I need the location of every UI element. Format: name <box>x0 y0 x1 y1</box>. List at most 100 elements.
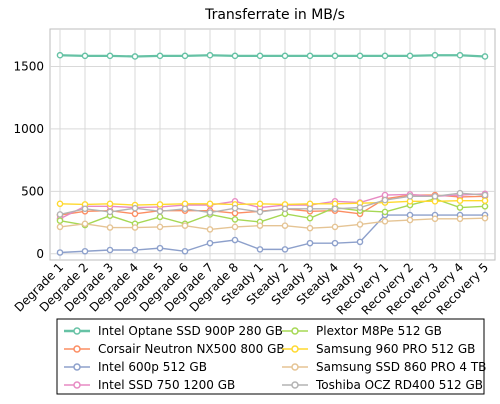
data-point <box>481 203 489 210</box>
legend-swatch-marker <box>291 327 299 335</box>
data-point <box>81 52 89 60</box>
data-point <box>131 224 139 231</box>
data-point <box>281 52 289 60</box>
chart-title: Transferrate in MB/s <box>204 7 345 23</box>
data-point <box>356 204 364 211</box>
series-line <box>59 54 486 58</box>
data-point <box>456 51 464 59</box>
data-point <box>481 197 489 204</box>
legend-swatch-marker <box>291 381 299 389</box>
data-point <box>456 204 464 211</box>
data-point <box>181 52 189 60</box>
data-point <box>156 201 164 208</box>
data-point <box>481 53 489 60</box>
series-7 <box>56 214 489 233</box>
data-point <box>131 53 139 60</box>
legend-item: Samsung 960 PRO 512 GB <box>282 342 475 356</box>
legend-item: Intel 600p 512 GB <box>64 360 207 374</box>
data-point <box>106 200 114 208</box>
legend-label: Plextor M8Pe 512 GB <box>316 324 442 338</box>
legend-item: Intel SSD 750 1200 GB <box>64 378 235 392</box>
data-point <box>281 222 289 229</box>
data-point <box>206 209 214 216</box>
data-point <box>381 217 389 225</box>
legend-label: Intel SSD 750 1200 GB <box>98 378 235 392</box>
data-point <box>381 208 389 216</box>
data-point <box>306 214 314 222</box>
data-point <box>56 249 64 256</box>
legend-swatch-marker <box>291 345 299 353</box>
data-point <box>231 204 239 212</box>
series-line <box>59 198 486 226</box>
data-point <box>81 247 89 255</box>
data-point <box>131 210 139 218</box>
data-point <box>206 239 214 247</box>
y-tick-label: 0 <box>36 247 44 261</box>
series-lines <box>56 51 489 256</box>
data-point <box>331 223 339 231</box>
legend-item: Corsair Neutron NX500 800 GB <box>64 342 285 356</box>
data-point <box>56 200 64 208</box>
data-point <box>481 191 489 199</box>
data-point <box>131 204 139 212</box>
data-point <box>231 52 239 60</box>
legend-swatch-marker <box>291 363 299 371</box>
legend-label: Samsung 960 PRO 512 GB <box>316 342 475 356</box>
legend-item: Plextor M8Pe 512 GB <box>282 324 442 338</box>
data-point <box>256 208 264 216</box>
data-point <box>281 205 289 213</box>
y-tick-label: 500 <box>21 184 44 198</box>
legend-item: Intel Optane SSD 900P 280 GB <box>64 324 283 338</box>
data-point <box>281 246 289 253</box>
data-point <box>131 246 139 254</box>
data-point <box>456 189 464 197</box>
data-point <box>56 223 64 231</box>
data-point <box>381 196 389 204</box>
legend-item: Samsung SSD 860 PRO 4 TB <box>282 360 486 374</box>
data-point <box>356 238 364 246</box>
data-point <box>81 220 89 228</box>
data-point <box>106 52 114 60</box>
series-8 <box>56 189 489 218</box>
series-line <box>59 217 486 231</box>
data-point <box>331 239 339 247</box>
data-point <box>306 239 314 247</box>
data-point <box>156 52 164 60</box>
data-point <box>156 208 164 215</box>
data-point <box>256 246 264 253</box>
legend-swatch-marker <box>73 363 81 371</box>
legend-swatch-marker <box>73 345 81 353</box>
data-point <box>256 52 264 60</box>
data-point <box>306 52 314 60</box>
series-line <box>59 193 486 220</box>
data-point <box>56 211 64 218</box>
data-point <box>181 247 189 255</box>
legend-label: Samsung SSD 860 PRO 4 TB <box>316 360 486 374</box>
data-point <box>306 224 314 232</box>
legend-label: Intel 600p 512 GB <box>98 360 207 374</box>
data-point <box>231 236 239 244</box>
legend-swatch-marker <box>73 381 81 389</box>
y-tick-label: 1500 <box>13 59 44 73</box>
data-point <box>256 222 264 229</box>
legend-box <box>56 318 485 395</box>
data-point <box>106 224 114 231</box>
series-1 <box>56 51 489 60</box>
data-point <box>356 221 364 228</box>
data-point <box>156 223 164 231</box>
series-line <box>59 214 485 254</box>
data-point <box>256 200 264 208</box>
legend-swatch-marker <box>73 327 81 335</box>
data-point <box>331 205 339 213</box>
data-point <box>156 213 164 221</box>
legend-item: Toshiba OCZ RD400 512 GB <box>282 378 483 392</box>
data-point <box>231 216 239 223</box>
legend: Intel Optane SSD 900P 280 GB Corsair Neut… <box>56 318 486 395</box>
data-point <box>206 51 214 59</box>
data-point <box>56 51 64 59</box>
y-axis-ticks: 0 500 1000 1500 <box>13 59 44 260</box>
legend-label: Intel Optane SSD 900P 280 GB <box>98 324 283 338</box>
data-point <box>106 246 114 254</box>
data-point <box>381 52 389 60</box>
